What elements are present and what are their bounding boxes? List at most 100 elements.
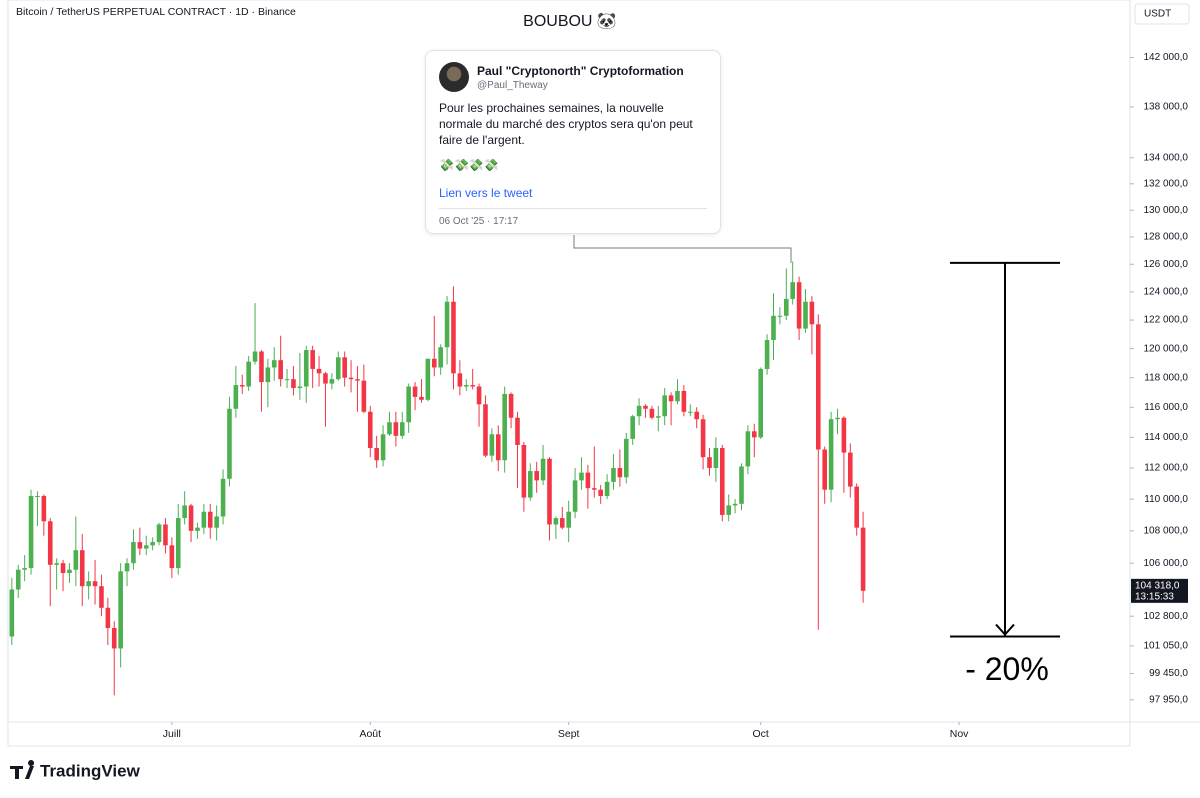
candle-body bbox=[329, 379, 335, 384]
y-tick-label: 118 000,0 bbox=[1144, 372, 1188, 383]
y-tick-label: 106 000,0 bbox=[1144, 558, 1189, 569]
candle-body bbox=[41, 495, 47, 522]
candle-body bbox=[284, 379, 290, 381]
candle-body bbox=[604, 481, 610, 496]
candle-body bbox=[585, 472, 591, 489]
candle-body bbox=[399, 422, 405, 436]
tweet-handle: @Paul_Theway bbox=[477, 79, 548, 91]
candle-body bbox=[655, 416, 661, 418]
candle-body bbox=[425, 358, 431, 400]
candle-body bbox=[79, 550, 85, 587]
candle-body bbox=[387, 422, 392, 435]
candle-body bbox=[374, 448, 379, 461]
candle-body bbox=[393, 422, 399, 436]
countdown: 13:15:33 bbox=[1135, 591, 1174, 602]
tweet-emoji: 💸💸💸💸 bbox=[439, 158, 499, 172]
tweet-text: Pour les prochaines semaines, la nouvell… bbox=[439, 101, 693, 147]
candle-body bbox=[15, 569, 21, 590]
y-tick-label: 124 000,0 bbox=[1144, 287, 1189, 298]
candle-body bbox=[67, 569, 72, 574]
candle-body bbox=[623, 438, 629, 478]
candle-body bbox=[86, 581, 91, 587]
y-tick-label: 122 000,0 bbox=[1144, 315, 1189, 326]
candle-body bbox=[515, 417, 520, 445]
candle-body bbox=[54, 563, 59, 565]
candle-body bbox=[297, 386, 303, 388]
candle-body bbox=[617, 467, 623, 478]
candle-body bbox=[271, 360, 277, 368]
candle-body bbox=[803, 301, 808, 329]
candle-body bbox=[470, 385, 475, 387]
candle-body bbox=[854, 486, 860, 528]
candle-body bbox=[764, 340, 770, 369]
candle-body bbox=[431, 358, 437, 368]
candle-body bbox=[841, 417, 847, 453]
candle-body bbox=[156, 524, 162, 543]
candle-body bbox=[451, 301, 456, 374]
candle-body bbox=[9, 589, 15, 637]
x-tick-label: Juill bbox=[163, 728, 181, 740]
candle-body bbox=[28, 495, 34, 569]
candle-body bbox=[835, 417, 840, 420]
candle-body bbox=[188, 505, 194, 531]
candle-body bbox=[649, 408, 655, 418]
candle-body bbox=[137, 542, 143, 549]
candle-body bbox=[495, 434, 501, 461]
candle-body bbox=[207, 511, 213, 528]
chart-title: BOUBOU 🐼 bbox=[523, 11, 617, 30]
measure-arrowhead bbox=[995, 623, 1015, 637]
y-tick-label: 102 800,0 bbox=[1144, 611, 1189, 622]
candle-body bbox=[335, 357, 341, 380]
candle-body bbox=[521, 444, 527, 498]
brand-logo: TradingView bbox=[10, 760, 141, 780]
candle-body bbox=[566, 511, 571, 528]
candle-body bbox=[713, 448, 719, 468]
y-tick-label: 116 000,0 bbox=[1144, 402, 1188, 413]
candle-body bbox=[367, 411, 373, 449]
last-price-box bbox=[1131, 578, 1188, 603]
tweet-link[interactable]: Lien vers le tweet bbox=[439, 186, 533, 200]
candle-body bbox=[591, 488, 597, 490]
x-tick-label: Août bbox=[359, 728, 381, 740]
tweet-header: Paul "Cryptonorth" Cryptoformation @Paul… bbox=[439, 62, 707, 92]
candle-body bbox=[47, 521, 53, 565]
candle-body bbox=[783, 298, 789, 316]
candle-body bbox=[815, 324, 821, 450]
y-tick-label: 138 000,0 bbox=[1144, 102, 1189, 113]
x-tick-label: Nov bbox=[950, 728, 969, 740]
candle-body bbox=[291, 379, 296, 388]
candle-body bbox=[687, 411, 693, 413]
candle-body bbox=[463, 385, 469, 387]
candle-body bbox=[726, 505, 731, 515]
candle-body bbox=[361, 380, 367, 412]
candle-body bbox=[745, 431, 751, 467]
candle-body bbox=[719, 448, 725, 515]
candle-body bbox=[111, 628, 117, 649]
candle-body bbox=[118, 571, 123, 649]
candle-body bbox=[444, 301, 450, 348]
candle-body bbox=[860, 527, 866, 591]
measure-label: - 20% bbox=[965, 651, 1049, 687]
brand-name: TradingView bbox=[40, 761, 141, 780]
y-tick-label: 108 000,0 bbox=[1144, 525, 1189, 536]
candle-body bbox=[662, 395, 667, 417]
y-tick-label: 114 000,0 bbox=[1144, 432, 1188, 443]
candle-body bbox=[239, 385, 245, 387]
x-tick-label: Oct bbox=[753, 728, 769, 740]
candle-body bbox=[547, 458, 552, 525]
currency[interactable]: USDT bbox=[1144, 9, 1171, 20]
candle-body bbox=[265, 367, 271, 383]
candle-body bbox=[732, 503, 738, 506]
candle-body bbox=[675, 390, 680, 402]
y-tick-label: 120 000,0 bbox=[1144, 343, 1189, 354]
candle-body bbox=[60, 563, 66, 574]
candle-body bbox=[73, 550, 79, 570]
candle-body bbox=[92, 581, 98, 587]
y-tick-label: 142 000,0 bbox=[1144, 52, 1189, 63]
candle-body bbox=[700, 419, 706, 458]
candle-body bbox=[131, 542, 136, 564]
currency-box[interactable] bbox=[1134, 3, 1190, 25]
y-tick-label: 126 000,0 bbox=[1144, 259, 1189, 270]
y-tick-label: 97 950,0 bbox=[1149, 694, 1188, 705]
symbol: Bitcoin / TetherUS PERPETUAL CONTRACT · … bbox=[16, 6, 296, 18]
